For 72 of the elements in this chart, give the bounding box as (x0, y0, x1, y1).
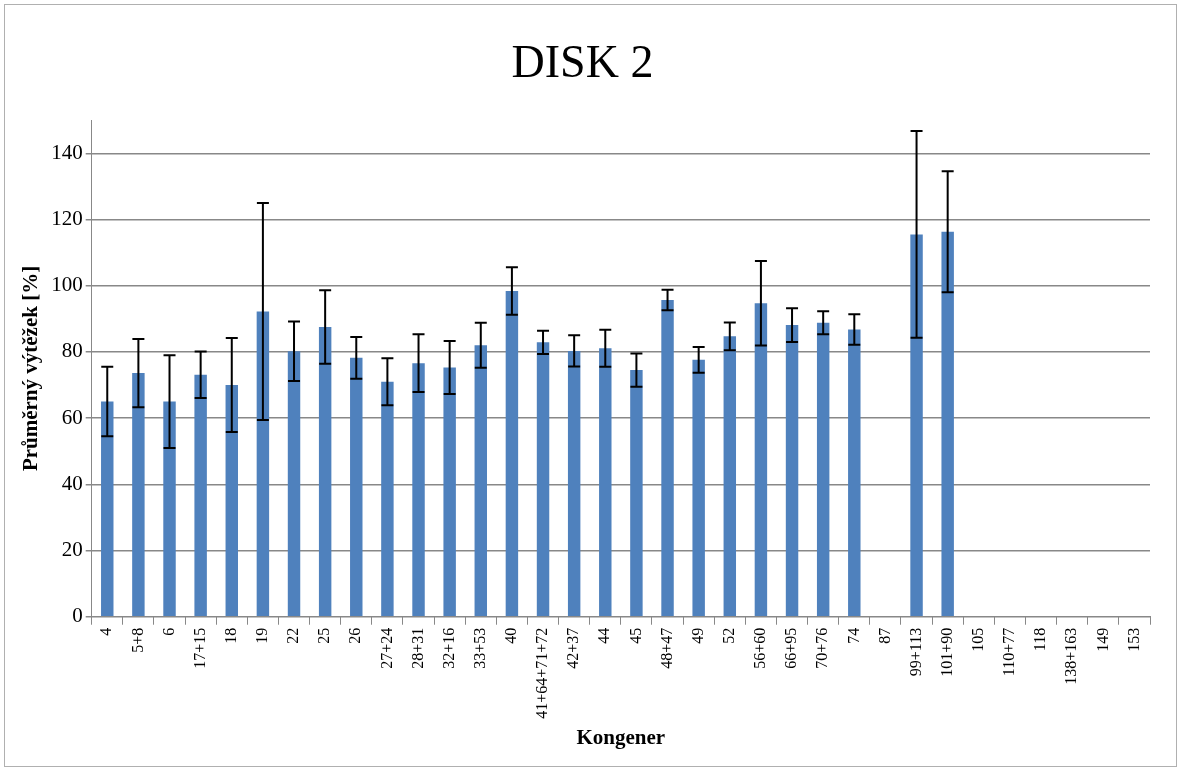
x-tick-label: 17+15 (190, 627, 208, 669)
x-tick-label: 5+8 (128, 627, 146, 653)
bar (536, 342, 550, 616)
bar (505, 291, 519, 616)
x-tick-label: 56+60 (751, 627, 769, 669)
x-tick-label: 110+77 (1000, 627, 1018, 677)
y-tick-label: 80 (61, 338, 83, 363)
x-tick-label: 32+16 (439, 627, 457, 669)
bar (412, 363, 425, 616)
bar (256, 311, 270, 616)
x-tick-label: 70+76 (813, 627, 831, 669)
x-tick-label: 28+31 (408, 627, 426, 669)
bar (816, 322, 830, 616)
x-tick-label: 41+64+71+72 (533, 627, 551, 719)
x-tick-label: 22 (284, 627, 302, 644)
bar (225, 385, 238, 616)
x-tick-label: 4 (97, 627, 115, 636)
bar (630, 370, 643, 616)
x-tick-label: 138+163 (1062, 627, 1080, 685)
y-tick-label: 140 (51, 139, 83, 164)
x-tick-label: 99+113 (906, 627, 924, 677)
y-axis-title: Průměrný výtěžek [%] (18, 265, 43, 472)
x-tick-label: 101+90 (937, 627, 955, 677)
x-tick-label: 118 (1031, 627, 1049, 652)
bar (754, 303, 768, 616)
x-tick-label: 87 (875, 627, 893, 644)
bar (661, 299, 674, 616)
bar (163, 401, 176, 616)
bar (381, 381, 394, 616)
x-tick-label: 25 (315, 627, 333, 644)
y-tick-label: 100 (51, 272, 83, 297)
y-tick-label: 0 (72, 603, 83, 628)
x-tick-label: 153 (1124, 627, 1142, 652)
bar (599, 348, 612, 616)
x-tick-label: 26 (346, 627, 364, 644)
y-tick-label: 40 (61, 470, 83, 495)
y-tick-label: 120 (51, 206, 83, 231)
x-tick-label: 49 (688, 627, 706, 644)
x-tick-label: 19 (253, 627, 271, 644)
x-tick-label: 42+37 (564, 627, 582, 669)
bar (194, 374, 207, 616)
bar (350, 357, 363, 616)
bar (723, 336, 737, 616)
bar (567, 350, 581, 616)
bar (474, 345, 488, 616)
x-tick-label: 40 (502, 627, 520, 644)
x-tick-label: 48+47 (657, 627, 675, 669)
bar (785, 325, 799, 616)
bar (910, 234, 923, 616)
y-tick-label: 20 (61, 537, 83, 562)
bar (848, 329, 861, 616)
x-tick-label: 149 (1093, 627, 1111, 652)
x-tick-label: 18 (221, 627, 239, 644)
x-tick-label: 74 (844, 627, 862, 644)
y-tick-label: 60 (61, 404, 83, 429)
x-tick-label: 44 (595, 627, 613, 644)
x-tick-label: 52 (720, 627, 737, 644)
bar (443, 367, 456, 616)
x-tick-label: 6 (159, 627, 177, 636)
bar (318, 327, 332, 616)
x-axis-title: Kongener (576, 724, 666, 749)
bar (692, 359, 705, 616)
x-tick-label: 33+53 (470, 627, 488, 669)
bar (287, 351, 301, 616)
x-tick-label: 66+95 (782, 627, 800, 669)
chart-title: DISK 2 (511, 35, 654, 87)
x-tick-label: 105 (969, 627, 987, 652)
bar (941, 231, 954, 616)
x-tick-label: 45 (626, 627, 644, 644)
bar (101, 401, 114, 616)
x-tick-label: 27+24 (377, 627, 395, 669)
bar (132, 373, 145, 616)
